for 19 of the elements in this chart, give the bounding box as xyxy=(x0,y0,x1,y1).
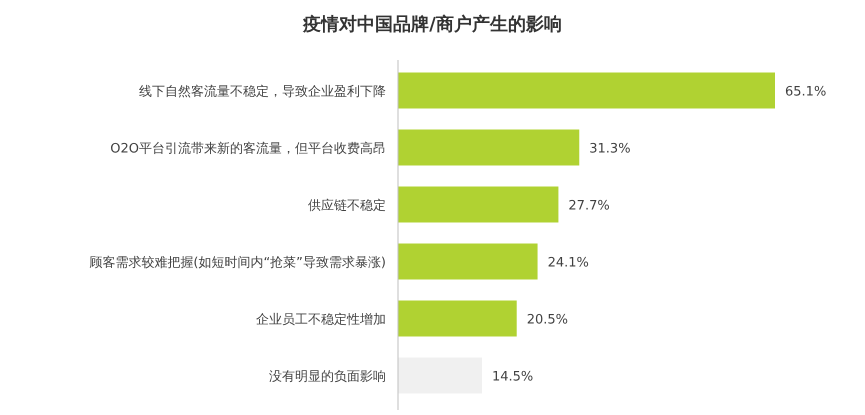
y-tick-label: 顾客需求较难把握(如短时间内“抢菜”导致需求暴涨) xyxy=(89,254,386,270)
bar xyxy=(398,300,517,336)
y-tick-label: 没有明显的负面影响 xyxy=(269,370,386,384)
bar xyxy=(398,130,580,166)
y-tick-label: O2O平台引流带来新的客流量，但平台收费高昂 xyxy=(110,140,386,156)
bar xyxy=(398,186,558,222)
bar xyxy=(398,72,775,108)
y-tick-label: 供应链不稳定 xyxy=(308,198,386,214)
bar xyxy=(398,358,482,394)
data-label: 31.3% xyxy=(589,142,631,156)
data-label: 14.5% xyxy=(492,370,534,384)
data-label: 20.5% xyxy=(526,312,568,328)
data-label: 24.1% xyxy=(548,256,589,270)
bar xyxy=(398,244,538,280)
y-tick-label: 线下自然客流量不稳定，导致企业盈利下降 xyxy=(139,84,386,100)
data-label: 27.7% xyxy=(568,198,610,214)
chart-title: 疫情对中国品牌/商户产生的影响 xyxy=(302,14,562,35)
y-tick-label: 企业员工不稳定性增加 xyxy=(256,312,386,328)
data-label: 65.1% xyxy=(785,84,826,100)
